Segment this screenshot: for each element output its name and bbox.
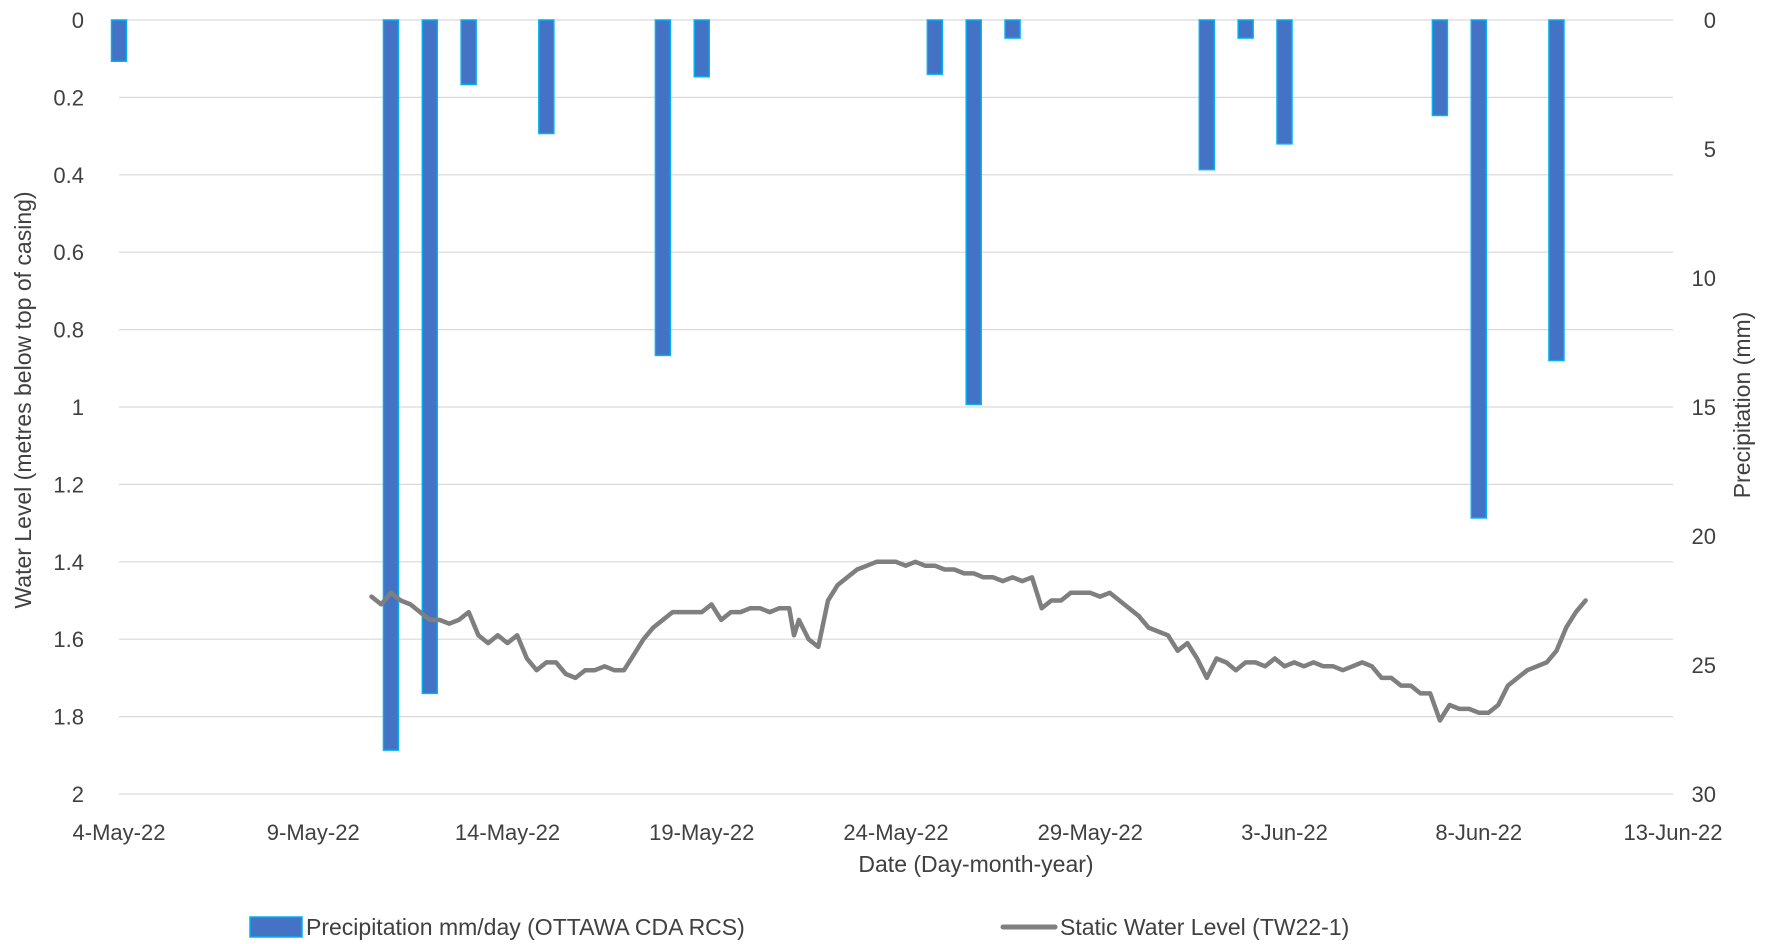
legend-swatch-precipitation (249, 916, 303, 938)
y-left-tick-label: 1.8 (53, 705, 84, 730)
y-right-axis-title: Precipitation (mm) (1729, 312, 1755, 499)
precipitation-bar (1431, 19, 1449, 117)
y-right-tick-label: 5 (1704, 137, 1716, 162)
y-right-tick-label: 10 (1692, 266, 1716, 291)
y-right-tick-label: 0 (1704, 8, 1716, 33)
precipitation-bar (693, 19, 710, 78)
y-right-tick-label: 25 (1692, 653, 1716, 678)
y-left-axis-title: Water Level (metres below top of casing) (10, 191, 36, 608)
y-right-tick-label: 30 (1692, 782, 1716, 807)
water-level-line (369, 559, 1588, 723)
legend-label-precipitation: Precipitation mm/day (OTTAWA CDA RCS) (306, 914, 745, 940)
x-tick-label: 19-May-22 (649, 820, 754, 845)
y-left-tick-label: 0.8 (53, 318, 84, 343)
x-axis-title: Date (Day-month-year) (858, 851, 1093, 877)
x-tick-label: 4-May-22 (73, 820, 166, 845)
precipitation-bar (1548, 19, 1565, 362)
y-left-tick-label: 1 (72, 395, 84, 420)
y-right-tick-label: 20 (1692, 524, 1716, 549)
precipitation-bar (460, 19, 477, 86)
y-left-tick-label: 0 (72, 8, 84, 33)
x-tick-label: 14-May-22 (455, 820, 560, 845)
legend-label-water-level: Static Water Level (TW22-1) (1060, 914, 1349, 940)
precipitation-bar (1198, 19, 1216, 171)
tick-labels: 00.20.40.60.811.21.41.61.820510152025304… (53, 8, 1722, 845)
x-tick-label: 3-Jun-22 (1241, 820, 1328, 845)
precipitation-bar (654, 19, 672, 357)
precipitation-bar (1470, 19, 1487, 519)
legend: Precipitation mm/day (OTTAWA CDA RCS) St… (249, 914, 1349, 940)
y-left-tick-label: 0.2 (53, 85, 84, 110)
x-tick-label: 9-May-22 (267, 820, 360, 845)
y-left-tick-label: 0.6 (53, 240, 84, 265)
y-right-tick-label: 15 (1692, 395, 1716, 420)
y-left-tick-label: 1.2 (53, 472, 84, 497)
y-left-tick-label: 1.6 (53, 627, 84, 652)
precipitation-bar (538, 19, 555, 135)
y-left-tick-label: 1.4 (53, 550, 84, 575)
water-level-series-line (369, 559, 1588, 723)
precipitation-bar (1004, 19, 1021, 39)
precipitation-bar (1237, 19, 1254, 39)
gridlines (119, 19, 1673, 795)
x-tick-label: 29-May-22 (1038, 820, 1143, 845)
precipitation-bar (926, 19, 944, 75)
precipitation-bar (110, 19, 128, 63)
precipitation-bar (382, 19, 400, 751)
precipitation-bar (965, 19, 982, 406)
precipitation-bars (110, 19, 1565, 751)
x-tick-label: 13-Jun-22 (1623, 820, 1722, 845)
y-left-tick-label: 2 (72, 782, 84, 807)
y-left-tick-label: 0.4 (53, 163, 84, 188)
precipitation-bar (421, 19, 439, 695)
x-tick-label: 24-May-22 (843, 820, 948, 845)
precipitation-bar (1276, 19, 1293, 145)
x-tick-label: 8-Jun-22 (1435, 820, 1522, 845)
